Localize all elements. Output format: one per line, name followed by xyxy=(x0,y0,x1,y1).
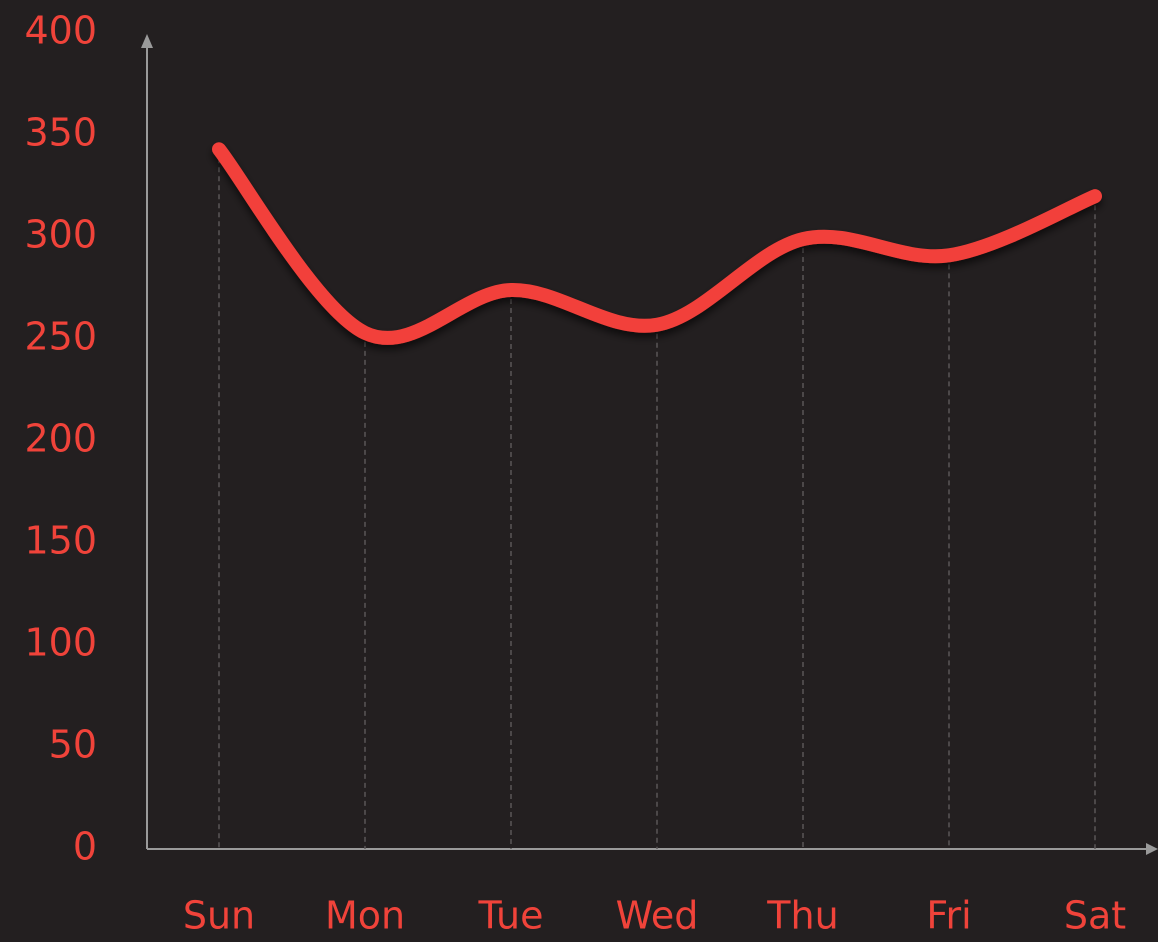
y-tick-label: 250 xyxy=(24,315,97,359)
x-tick-label: Tue xyxy=(478,894,544,938)
x-axis-arrow xyxy=(1146,843,1158,855)
x-tick-label: Sun xyxy=(183,894,255,938)
y-tick-label: 300 xyxy=(24,213,97,257)
x-tick-label: Sat xyxy=(1064,894,1126,938)
y-tick-label: 100 xyxy=(24,621,97,665)
x-tick-label: Thu xyxy=(766,894,838,938)
y-tick-label: 150 xyxy=(24,519,97,563)
x-tick-label: Mon xyxy=(325,894,405,938)
y-tick-label: 400 xyxy=(24,9,97,53)
x-tick-label: Wed xyxy=(616,894,699,938)
line xyxy=(212,142,1102,345)
x-tick-label: Fri xyxy=(926,894,971,938)
y-tick-label: 200 xyxy=(24,417,97,461)
y-tick-label: 50 xyxy=(49,723,97,767)
y-tick-label: 0 xyxy=(73,825,97,869)
y-tick-label: 350 xyxy=(24,111,97,155)
y-axis-arrow xyxy=(141,34,153,48)
